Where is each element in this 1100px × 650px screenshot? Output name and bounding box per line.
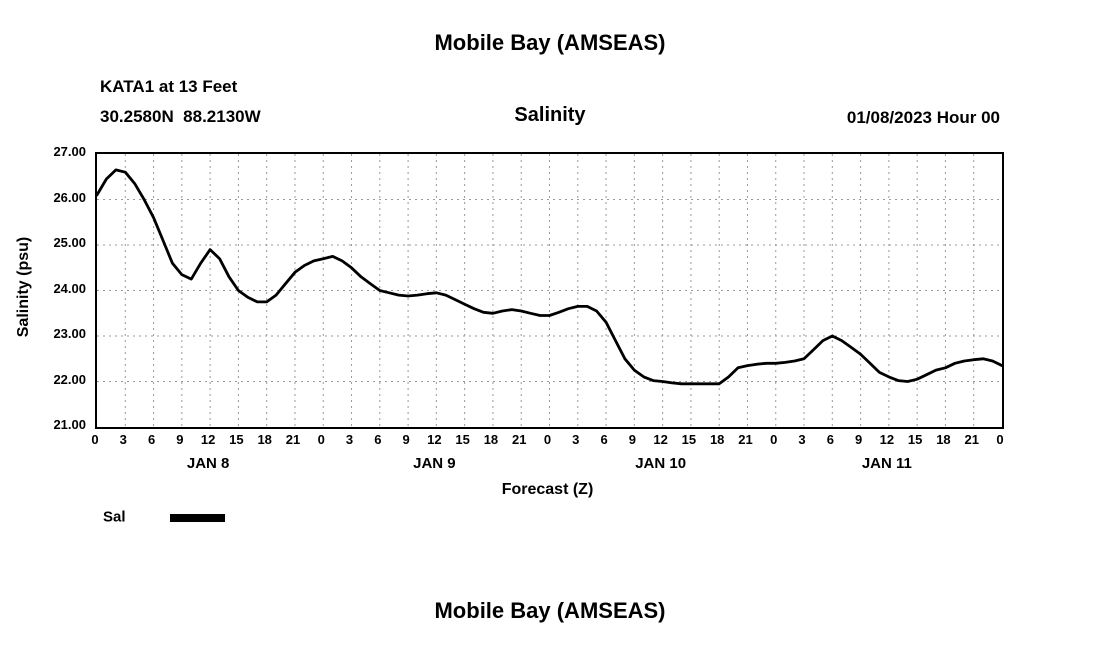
y-tick-label: 23.00 (53, 326, 86, 341)
coordinates-label: 30.2580N 88.2130W (100, 107, 261, 126)
x-tick-label: 3 (798, 432, 806, 447)
x-tick-label: 18 (257, 432, 272, 447)
day-label: JAN 8 (186, 455, 230, 472)
x-tick-label: 9 (176, 432, 184, 447)
x-tick-label: 0 (317, 432, 325, 447)
x-tick-label: 15 (455, 432, 470, 447)
station-label: KATA1 at 13 Feet (100, 77, 238, 96)
forecast-start-label: 01/08/2023 Hour 00 (846, 108, 1000, 127)
y-tick-label: 24.00 (53, 280, 86, 296)
x-tick-label: 0 (543, 432, 552, 447)
x-tick-label: 21 (738, 432, 753, 447)
legend-line-sample (169, 513, 225, 522)
y-tick-label: 26.00 (53, 189, 86, 205)
x-tick-label: 0 (770, 432, 778, 447)
x-tick-label: 18 (936, 432, 951, 447)
chart-title-top: Mobile Bay (AMSEAS) (434, 30, 666, 55)
day-label: JAN 10 (635, 455, 687, 472)
x-tick-label: 6 (374, 432, 382, 447)
x-tick-label: 6 (600, 432, 608, 447)
y-tick-label: 22.00 (53, 371, 86, 387)
y-tick-label: 27.00 (53, 144, 86, 159)
x-tick-label: 6 (826, 432, 834, 447)
salinity-line-series (97, 168, 1002, 386)
x-tick-label: 9 (628, 432, 636, 447)
x-tick-label: 21 (285, 432, 301, 447)
day-label: JAN 11 (861, 455, 912, 472)
x-tick-label: 9 (402, 432, 410, 447)
x-tick-label: 12 (879, 432, 895, 447)
x-tick-label: 12 (427, 432, 442, 447)
x-tick-label: 3 (119, 432, 127, 447)
x-tick-label: 0 (91, 432, 99, 447)
salinity-chart-svg (97, 154, 1002, 427)
x-tick-label: 21 (511, 432, 527, 447)
y-tick-label: 21.00 (53, 417, 86, 432)
x-tick-label: 15 (681, 432, 697, 447)
plot-area (95, 152, 1004, 429)
x-tick-label: 9 (854, 432, 863, 447)
x-tick-label: 18 (483, 432, 499, 447)
x-tick-label: 6 (147, 432, 156, 447)
y-tick-label: 25.00 (53, 235, 86, 250)
chart-title-bottom: Mobile Bay (AMSEAS) (434, 598, 666, 623)
x-tick-label: 15 (229, 432, 244, 447)
plot-variable-title: Salinity (514, 104, 586, 126)
day-label: JAN 9 (413, 455, 456, 472)
x-tick-label: 18 (709, 432, 725, 447)
x-axis-title: Forecast (Z) (501, 481, 594, 498)
x-tick-label: 15 (907, 432, 923, 447)
x-tick-label: 12 (200, 432, 216, 447)
x-tick-label: 0 (996, 432, 1004, 447)
legend: Sal (103, 508, 225, 530)
legend-label: Sal (103, 508, 126, 526)
x-tick-label: 3 (572, 432, 580, 447)
x-tick-label: 21 (964, 432, 979, 447)
x-tick-label: 12 (653, 432, 668, 447)
x-tick-label: 3 (345, 432, 354, 447)
